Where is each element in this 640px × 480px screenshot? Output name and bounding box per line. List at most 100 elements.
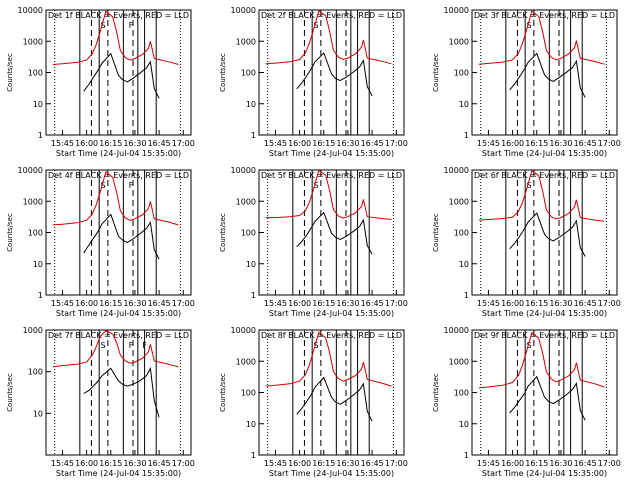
y-tick-label: 1 xyxy=(251,451,256,460)
x-tick-label: 15:45 xyxy=(264,139,287,148)
plot-frame xyxy=(45,169,192,296)
x-tick-label: 16:45 xyxy=(148,299,171,308)
x-tick-label: 16:45 xyxy=(574,459,597,468)
plot-frame xyxy=(471,169,618,296)
detector-panel-8: 1 10 100 1000 10000 15:45 16:00 16:15 16:30 16:45… xyxy=(219,326,408,478)
y-tick-label: 10 xyxy=(246,100,256,109)
y-tick-label: 10000 xyxy=(444,6,469,15)
detector-panel-1: 1 10 100 1000 10000 15:45 16:00 16:15 16:30 16:45… xyxy=(6,6,195,158)
plot-frame xyxy=(258,329,405,456)
y-tick-label: 100 xyxy=(241,229,256,238)
event-marker-label: F xyxy=(129,341,134,350)
y-tick-label: 100 xyxy=(241,69,256,78)
event-marker-label: S xyxy=(526,181,531,190)
x-tick-label: 16:15 xyxy=(99,459,122,468)
x-tick-label: 16:15 xyxy=(312,139,335,148)
x-tick-label: 16:30 xyxy=(549,139,572,148)
event-marker-label: S xyxy=(100,21,105,30)
x-axis-label: Start Time (24-Jul-04 15:35:00) xyxy=(269,469,394,478)
panel-title: Det 2f BLACK = Events, RED = LLD xyxy=(261,11,402,20)
detector-panel-3: 1 10 100 1000 10000 15:45 16:00 16:15 16:30 16:45… xyxy=(432,6,621,158)
x-tick-label: 16:00 xyxy=(75,139,98,148)
series-line-lld xyxy=(52,170,179,226)
x-tick-label: 17:00 xyxy=(172,459,195,468)
y-tick-label: 10000 xyxy=(231,166,256,175)
x-axis-label: Start Time (24-Jul-04 15:35:00) xyxy=(56,469,181,478)
y-tick-label: 1 xyxy=(251,291,256,300)
series-line-events xyxy=(83,213,160,260)
x-tick-label: 17:00 xyxy=(598,299,621,308)
y-tick-label: 1000 xyxy=(236,37,256,46)
panel-title: Det 4f BLACK = Events, RED = LLD xyxy=(48,171,189,180)
x-tick-label: 16:00 xyxy=(288,139,311,148)
x-tick-label: 16:00 xyxy=(288,299,311,308)
detector-panel-5: 1 10 100 1000 10000 15:45 16:00 16:15 16:30 16:45… xyxy=(219,166,408,318)
series-line-lld xyxy=(52,330,179,368)
y-tick-label: 10000 xyxy=(231,6,256,15)
event-marker-label: F xyxy=(129,181,134,190)
y-tick-label: 1000 xyxy=(449,357,469,366)
y-tick-label: 100 xyxy=(454,389,469,398)
y-tick-label: 10 xyxy=(459,420,469,429)
y-axis-label: Counts/sec xyxy=(432,213,440,252)
x-tick-label: 16:30 xyxy=(336,139,359,148)
series-line-lld xyxy=(478,169,605,222)
x-tick-label: 15:45 xyxy=(51,299,74,308)
y-tick-label: 1 xyxy=(251,131,256,140)
y-tick-label: 10 xyxy=(246,260,256,269)
x-tick-label: 16:30 xyxy=(336,299,359,308)
x-tick-label: 16:00 xyxy=(501,459,524,468)
event-marker-label: S xyxy=(313,181,318,190)
series-line-lld xyxy=(265,331,392,387)
y-tick-label: 10 xyxy=(33,260,43,269)
y-tick-label: 1000 xyxy=(236,197,256,206)
x-tick-label: 17:00 xyxy=(385,139,408,148)
x-axis-label: Start Time (24-Jul-04 15:35:00) xyxy=(482,149,607,158)
series-line-events xyxy=(509,212,586,257)
x-tick-label: 16:15 xyxy=(99,139,122,148)
x-tick-label: 15:45 xyxy=(51,139,74,148)
y-tick-label: 1 xyxy=(464,131,469,140)
x-tick-label: 16:00 xyxy=(501,299,524,308)
x-tick-label: 16:15 xyxy=(525,459,548,468)
plot-frame xyxy=(471,9,618,136)
x-axis-label: Start Time (24-Jul-04 15:35:00) xyxy=(482,469,607,478)
detector-panel-9: 1 10 100 1000 10000 15:45 16:00 16:15 16:30 16:45… xyxy=(432,326,621,478)
x-tick-label: 16:45 xyxy=(361,299,384,308)
y-tick-label: 10000 xyxy=(231,326,256,335)
series-line-lld xyxy=(265,169,392,220)
y-tick-label: 1000 xyxy=(23,326,43,335)
series-line-lld xyxy=(52,10,179,65)
event-marker-label: F xyxy=(142,341,147,350)
y-tick-label: 1000 xyxy=(236,357,256,366)
x-tick-label: 16:45 xyxy=(148,459,171,468)
plot-frame xyxy=(45,329,192,456)
y-axis-label: Counts/sec xyxy=(432,53,440,92)
y-tick-label: 10000 xyxy=(444,166,469,175)
y-tick-label: 1000 xyxy=(449,37,469,46)
x-tick-label: 16:30 xyxy=(123,139,146,148)
y-tick-label: 100 xyxy=(454,69,469,78)
x-tick-label: 16:45 xyxy=(574,139,597,148)
x-tick-label: 16:30 xyxy=(123,459,146,468)
y-tick-label: 1000 xyxy=(449,197,469,206)
x-tick-label: 16:15 xyxy=(312,299,335,308)
y-axis-label: Counts/sec xyxy=(219,373,227,412)
series-line-events xyxy=(83,52,160,99)
x-tick-label: 16:30 xyxy=(549,459,572,468)
y-tick-label: 10 xyxy=(459,260,469,269)
y-tick-label: 10 xyxy=(33,100,43,109)
event-marker-label: S xyxy=(100,341,105,350)
x-axis-label: Start Time (24-Jul-04 15:35:00) xyxy=(56,309,181,318)
x-tick-label: 16:00 xyxy=(501,139,524,148)
y-tick-label: 100 xyxy=(28,229,43,238)
x-tick-label: 16:30 xyxy=(336,459,359,468)
x-tick-label: 15:45 xyxy=(477,299,500,308)
y-tick-label: 1000 xyxy=(23,197,43,206)
y-tick-label: 1 xyxy=(38,291,43,300)
y-tick-label: 10000 xyxy=(444,326,469,335)
panel-title: Det 3f BLACK = Events, RED = LLD xyxy=(474,11,615,20)
series-line-events xyxy=(296,376,373,422)
y-tick-label: 10000 xyxy=(18,166,43,175)
